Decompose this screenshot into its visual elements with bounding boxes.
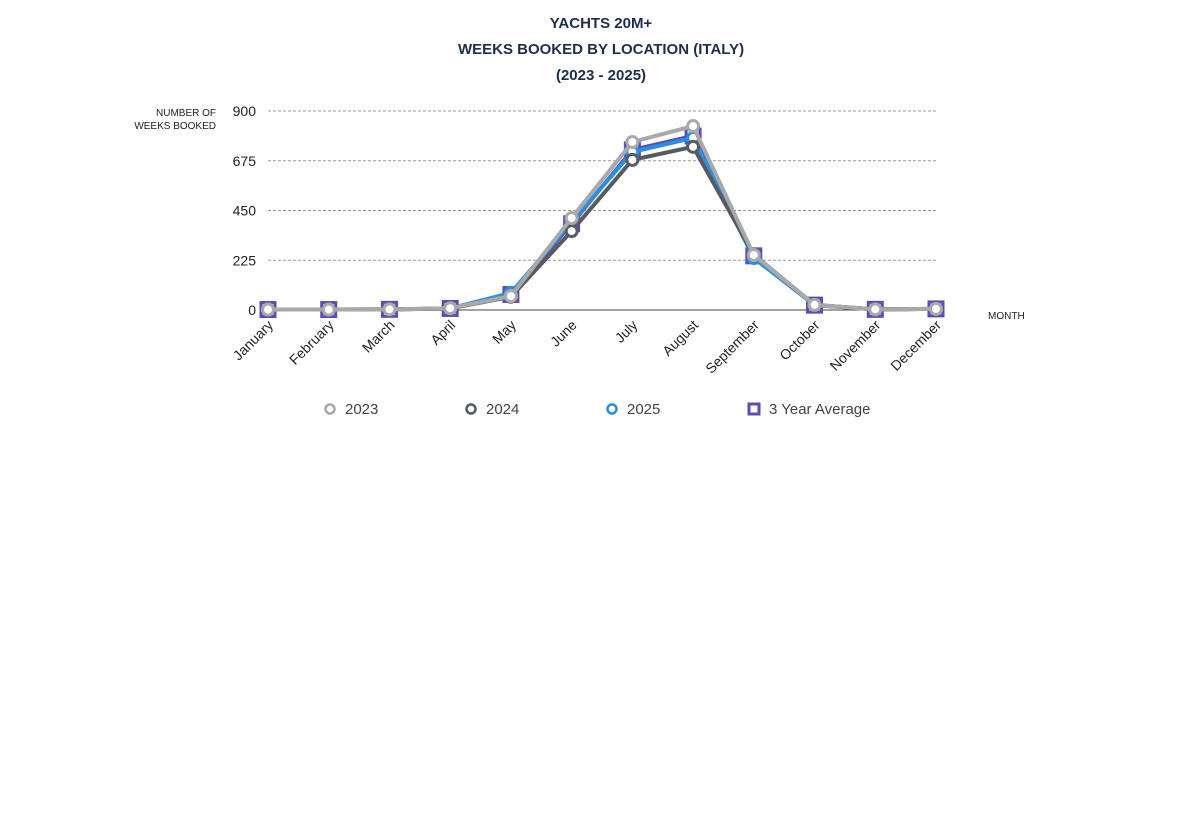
y-tick-label: 450 bbox=[233, 203, 257, 219]
legend-item[interactable]: 2024 bbox=[465, 401, 520, 418]
data-point[interactable] bbox=[929, 301, 943, 316]
legend-label: 2024 bbox=[486, 401, 519, 418]
data-point[interactable] bbox=[686, 119, 701, 134]
data-point[interactable] bbox=[807, 297, 822, 312]
series-line bbox=[268, 135, 937, 312]
series-line bbox=[268, 133, 937, 312]
x-tick-label: January bbox=[230, 317, 277, 364]
data-point[interactable] bbox=[868, 302, 883, 317]
x-tick-label: April bbox=[427, 317, 458, 348]
series-2023 bbox=[261, 119, 943, 317]
x-tick-label: November bbox=[826, 317, 883, 374]
series-line bbox=[268, 144, 937, 312]
y-tick-label: 900 bbox=[233, 103, 257, 119]
y-tick-label: 675 bbox=[233, 153, 257, 169]
x-tick-label: December bbox=[887, 317, 944, 374]
chart-title-line-2: WEEKS BOOKED BY LOCATION (ITALY) bbox=[458, 41, 744, 58]
x-tick-label: September bbox=[702, 317, 762, 377]
y-axis-label-2: WEEKS BOOKED bbox=[134, 121, 216, 132]
x-tick-label: May bbox=[489, 317, 519, 347]
legend-item[interactable]: 2023 bbox=[324, 401, 379, 418]
y-tick-label: 225 bbox=[233, 252, 257, 268]
series-2025 bbox=[261, 130, 943, 317]
y-tick-label: 0 bbox=[248, 302, 256, 318]
data-point[interactable] bbox=[564, 211, 579, 226]
data-point[interactable] bbox=[625, 134, 640, 149]
legend-label: 3 Year Average bbox=[769, 401, 870, 418]
data-point[interactable] bbox=[443, 301, 458, 316]
legend-label: 2025 bbox=[627, 401, 660, 418]
data-point[interactable] bbox=[261, 302, 275, 317]
legend-marker bbox=[606, 403, 618, 415]
legend-item[interactable]: 2025 bbox=[606, 401, 661, 418]
series-line bbox=[268, 123, 937, 312]
x-tick-label: July bbox=[612, 317, 641, 346]
x-tick-label: March bbox=[359, 317, 398, 356]
chart-title-line-3: (2023 - 2025) bbox=[556, 67, 646, 84]
chart-title-line-1: YACHTS 20M+ bbox=[550, 15, 653, 32]
x-tick-label: February bbox=[286, 317, 337, 368]
x-tick-label: June bbox=[547, 317, 580, 350]
data-point[interactable] bbox=[382, 302, 397, 317]
data-point[interactable] bbox=[503, 289, 518, 304]
legend-marker bbox=[747, 402, 761, 416]
data-point[interactable] bbox=[625, 152, 640, 167]
data-point[interactable] bbox=[746, 247, 761, 262]
legend-marker bbox=[465, 403, 477, 415]
series-2024 bbox=[261, 139, 943, 317]
legend-item[interactable]: 3 Year Average bbox=[747, 401, 870, 418]
legend-marker bbox=[324, 403, 336, 415]
y-axis-label-1: NUMBER OF bbox=[156, 108, 216, 119]
data-point[interactable] bbox=[564, 224, 579, 239]
data-point[interactable] bbox=[686, 139, 701, 154]
legend-label: 2023 bbox=[345, 401, 378, 418]
series-3-year-average bbox=[259, 127, 945, 319]
x-tick-label: August bbox=[659, 317, 701, 359]
x-axis-label: MONTH bbox=[988, 311, 1025, 322]
x-tick-label: October bbox=[776, 317, 823, 364]
data-point[interactable] bbox=[321, 302, 336, 317]
